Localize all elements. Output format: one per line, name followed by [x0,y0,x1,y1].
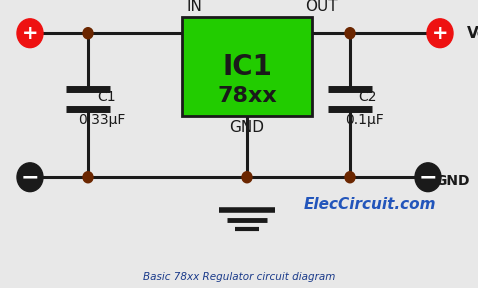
Circle shape [242,172,252,183]
Text: OUT: OUT [305,0,337,14]
Text: 0.1μF: 0.1μF [345,113,384,127]
Text: ElecCircuit.com: ElecCircuit.com [304,197,436,213]
Circle shape [17,163,43,192]
Text: GND: GND [229,120,264,134]
Text: Vo: Vo [467,26,478,41]
Text: 0.33μF: 0.33μF [78,113,125,127]
Circle shape [415,163,441,192]
Circle shape [83,28,93,39]
Circle shape [345,28,355,39]
Text: Basic 78xx Regulator circuit diagram: Basic 78xx Regulator circuit diagram [143,272,335,283]
Text: 78xx: 78xx [217,86,277,106]
Circle shape [345,172,355,183]
Text: C2: C2 [358,90,377,105]
Text: IC1: IC1 [222,53,272,81]
Text: GND: GND [435,174,469,187]
Text: −: − [419,167,437,187]
Text: −: − [21,167,39,187]
Circle shape [17,19,43,48]
Text: C1: C1 [97,90,116,105]
Text: IN: IN [187,0,203,14]
Circle shape [427,19,453,48]
Circle shape [83,172,93,183]
Bar [182,17,312,116]
Text: +: + [22,24,38,43]
Text: +: + [432,24,448,43]
